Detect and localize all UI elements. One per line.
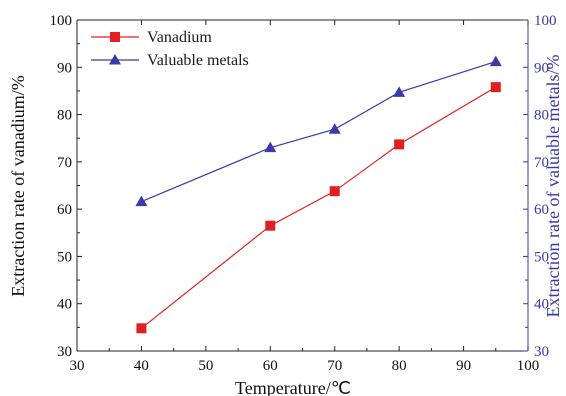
y-left-tick-label: 70	[57, 155, 72, 171]
data-point	[329, 186, 340, 197]
y-right-tick-label: 100	[534, 13, 557, 29]
y-axis-left-title: Extraction rate of vanadium/%	[8, 75, 28, 296]
y-left-tick-label: 60	[57, 202, 72, 218]
x-axis-title: Temperature/℃	[235, 378, 351, 396]
y-right-tick-label: 90	[534, 60, 549, 76]
y-axis-right: 30 40 50 60 70 80 90 100	[523, 13, 557, 360]
data-point	[265, 220, 276, 231]
x-tick-label: 100	[517, 358, 540, 374]
data-point	[135, 195, 148, 207]
legend-label: Vanadium	[147, 29, 212, 46]
y-right-tick-label: 60	[534, 202, 549, 218]
y-right-tick-label: 80	[534, 108, 549, 124]
y-left-tick-label: 40	[57, 297, 72, 313]
series-line	[141, 86, 497, 329]
legend-item: Valuable metals	[91, 52, 249, 69]
x-tick-label: 80	[392, 358, 407, 374]
data-point	[136, 323, 147, 334]
y-axis-left: 30 40 50 60 70 80 90 100	[50, 13, 82, 360]
x-tick-label: 70	[327, 358, 342, 374]
series-1	[136, 82, 501, 334]
legend-marker	[109, 54, 121, 65]
data-point	[489, 55, 502, 67]
x-tick-label: 40	[134, 358, 149, 374]
x-axis: 30 40 50 60 70 80 90 100	[70, 20, 540, 374]
y-axis-right-title: Extraction rate of valuable metals/%	[543, 55, 563, 318]
data-point	[490, 82, 501, 93]
series-layer	[135, 55, 502, 334]
y-left-tick-label: 90	[57, 60, 72, 76]
legend-item: Vanadium	[91, 29, 212, 46]
legend-label: Valuable metals	[147, 52, 249, 69]
x-tick-label: 90	[456, 358, 471, 374]
y-right-tick-label: 40	[534, 297, 549, 313]
y-right-tick-label: 50	[534, 249, 549, 265]
legend-marker	[110, 32, 120, 42]
data-point	[393, 86, 406, 97]
x-tick-label: 30	[70, 358, 85, 374]
series-line	[141, 61, 496, 203]
y-left-tick-label: 80	[57, 108, 72, 124]
y-left-tick-label: 100	[50, 13, 73, 29]
y-left-tick-label: 50	[57, 249, 72, 265]
x-tick-label: 60	[263, 358, 278, 374]
x-tick-label: 50	[198, 358, 213, 374]
data-point	[328, 123, 341, 134]
data-point	[264, 141, 277, 153]
y-right-tick-label: 70	[534, 155, 549, 171]
legend: Vanadium Valuable metals	[91, 29, 249, 69]
y-left-tick-label: 30	[57, 344, 72, 360]
y-right-tick-label: 30	[534, 344, 549, 360]
plot-frame	[76, 19, 529, 352]
data-point	[394, 139, 405, 150]
series-2	[135, 55, 502, 207]
